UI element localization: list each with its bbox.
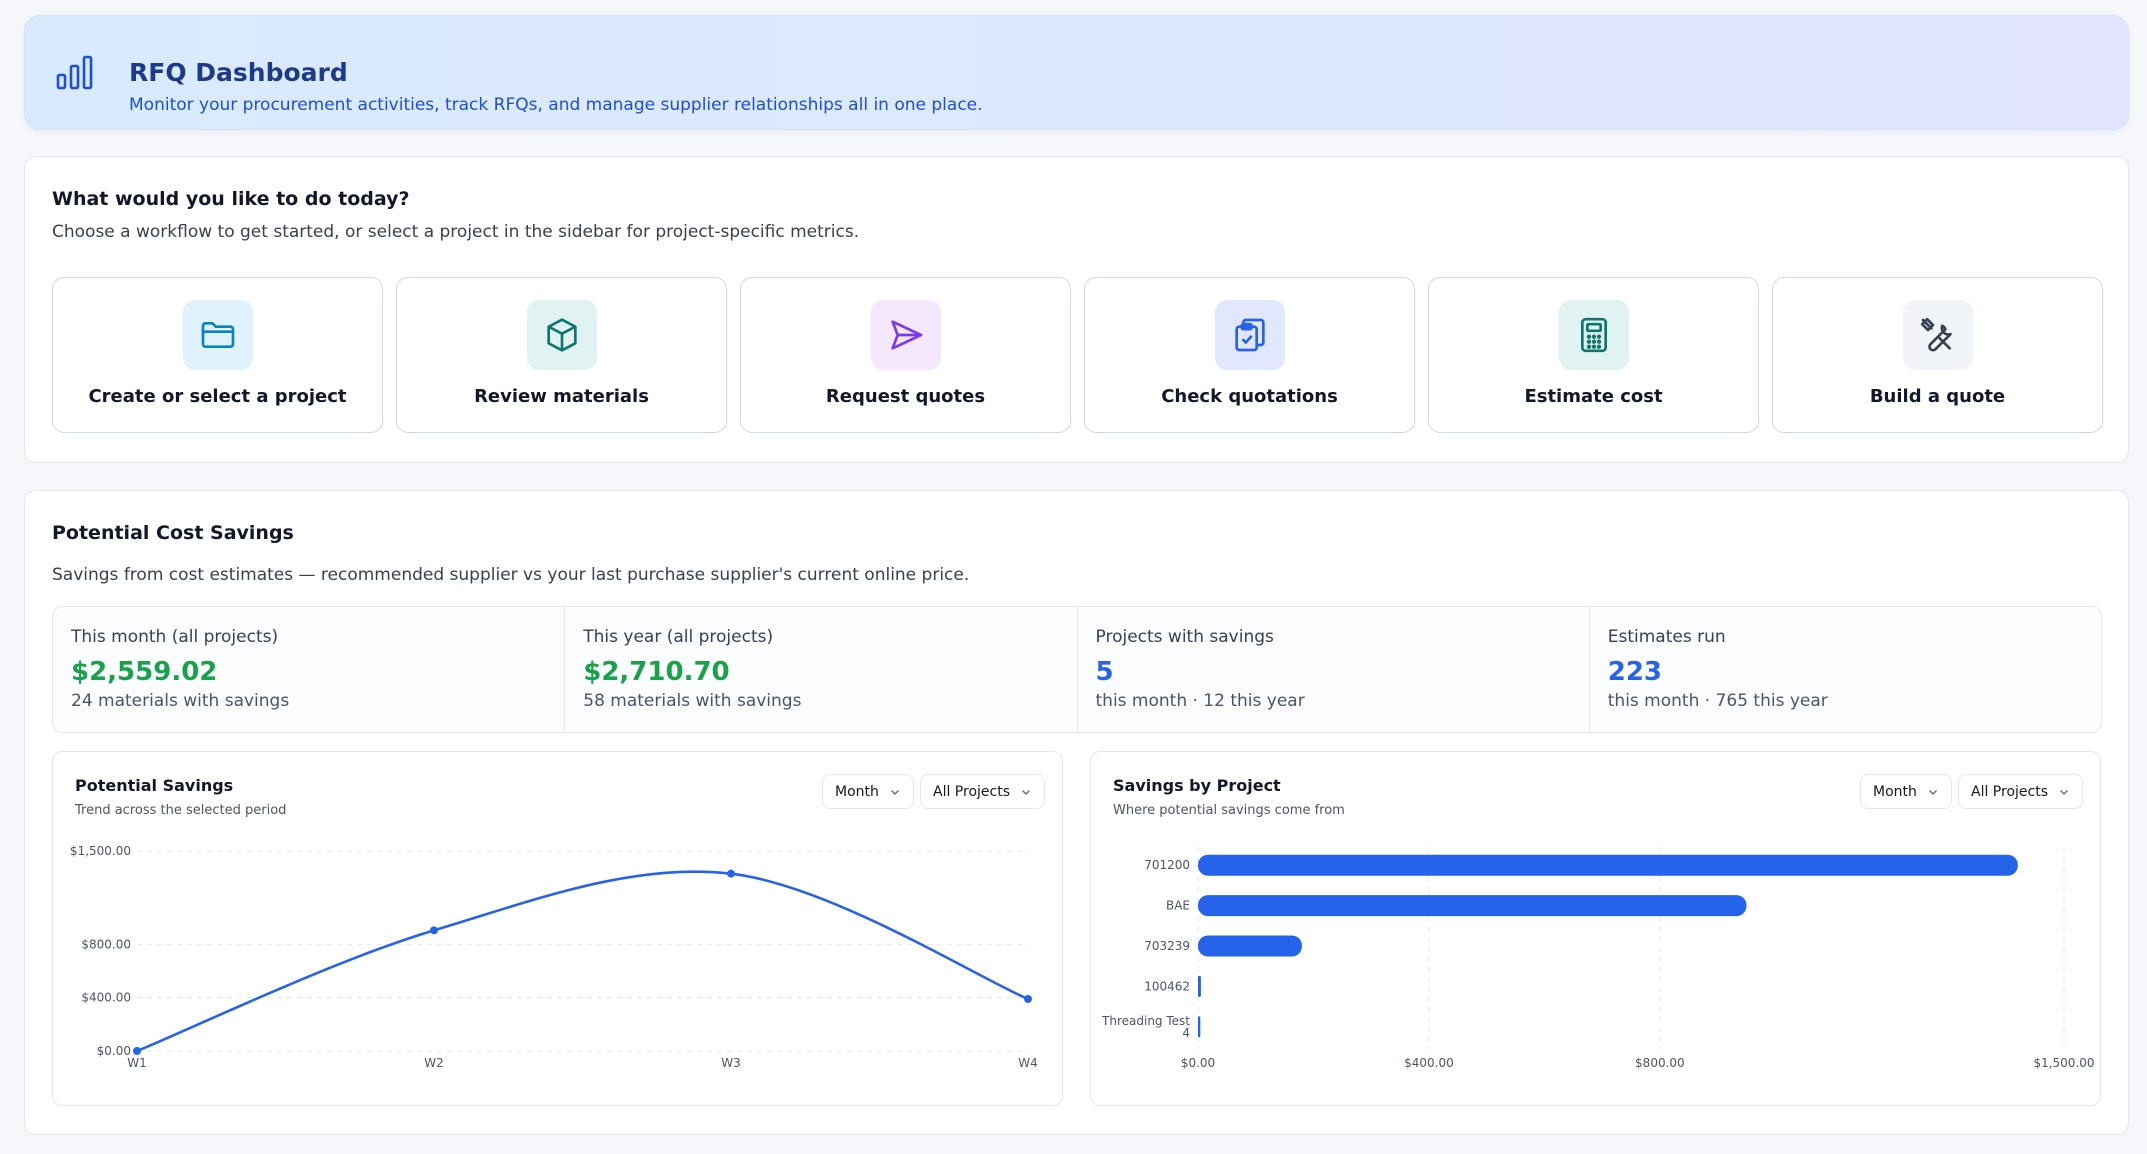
stat-estimates-run: Estimates run 223 this month · 765 this … [1590,607,2101,732]
card-icon-box [871,300,941,370]
period-select-value: Month [835,783,879,800]
stats-row: This month (all projects) $2,559.02 24 m… [52,606,2102,733]
page-subtitle: Monitor your procurement activities, tra… [129,95,983,115]
build-quote-card[interactable]: Build a quote [1772,277,2103,433]
y-tick-label: 4 [1182,1026,1190,1040]
card-label: Review materials [474,386,649,407]
potential-savings-chart-card: Potential Savings Trend across the selec… [52,751,1063,1106]
period-select[interactable]: Month [1860,774,1952,809]
stat-subtext: this month · 12 this year [1095,691,1305,711]
x-tick-label: $800.00 [1635,1056,1685,1070]
x-tick-label: W3 [721,1056,741,1070]
x-tick-label: W2 [424,1056,444,1070]
tools-icon [1920,317,1952,352]
x-tick-label: W1 [127,1056,147,1070]
card-label: Estimate cost [1524,386,1663,407]
dashboard-header: RFQ Dashboard Monitor your procurement a… [24,15,2129,130]
stat-value: 223 [1607,657,1663,687]
bar [1198,975,1201,997]
y-tick-label: $800.00 [81,937,131,951]
x-tick-label: $400.00 [1404,1056,1454,1070]
project-select-value: All Projects [933,783,1010,800]
bar [1198,1016,1201,1038]
chevron-down-icon [1928,789,1937,795]
send-icon [891,320,923,350]
workflow-heading: What would you like to do today? [52,188,410,210]
savings-description: Savings from cost estimates — recommende… [52,565,970,585]
savings-panel: Potential Cost Savings Savings from cost… [24,490,2129,1135]
card-label: Check quotations [1161,386,1338,407]
check-quotations-card[interactable]: Check quotations [1084,277,1415,433]
bar [1198,935,1302,957]
stat-subtext: this month · 765 this year [1607,691,1828,711]
data-point [430,926,438,935]
y-tick-label: 100462 [1144,979,1190,993]
card-icon-box [1903,300,1973,370]
x-tick-label: W4 [1018,1056,1038,1070]
stat-label: This year (all projects) [583,627,774,647]
calculator-icon [1581,317,1607,353]
estimate-cost-card[interactable]: Estimate cost [1428,277,1759,433]
chart-title: Potential Savings [75,776,234,795]
y-tick-label: Threading Test [1101,1014,1190,1028]
request-quotes-card[interactable]: Request quotes [740,277,1071,433]
project-select[interactable]: All Projects [920,774,1045,809]
line-chart: $0.00 $400.00 $800.00 $1,500.00 W1 W2 W3 W4 [70,844,1038,1070]
chevron-down-icon [1021,789,1031,795]
stat-value: $2,710.70 [583,657,730,687]
stat-subtext: 24 materials with savings [71,691,290,711]
card-icon-box [1559,300,1629,370]
bar [1198,895,1747,917]
card-icon-box [527,300,597,370]
bar [1198,854,2018,876]
workflow-description: Choose a workflow to get started, or sel… [52,222,860,242]
y-tick-label: BAE [1166,899,1190,913]
chart-title: Savings by Project [1113,776,1281,795]
savings-line [136,870,1029,1053]
stat-this-month: This month (all projects) $2,559.02 24 m… [53,607,566,732]
stat-value: 5 [1095,657,1114,687]
period-select[interactable]: Month [822,774,914,809]
card-label: Create or select a project [88,386,347,407]
card-label: Build a quote [1869,386,2006,407]
x-tick-label: $0.00 [1181,1056,1215,1070]
y-tick-label: 701200 [1144,858,1190,872]
workflow-panel: What would you like to do today? Choose … [24,156,2129,463]
period-select-value: Month [1873,783,1917,800]
chevron-down-icon [890,789,899,795]
chart-subtitle: Where potential savings come from [1113,803,1345,818]
chart-subtitle: Trend across the selected period [75,803,287,818]
savings-by-project-chart-card: Savings by Project Where potential savin… [1090,751,2101,1106]
page-title: RFQ Dashboard [129,58,348,87]
chevron-down-icon [2059,789,2069,795]
stat-label: Projects with savings [1095,627,1274,647]
savings-heading: Potential Cost Savings [52,522,294,544]
card-icon-box [1215,300,1285,370]
card-icon-box [183,300,253,370]
bar-chart: $0.00 $400.00 $800.00 $1,500.00 701200 BAE 703… [1101,847,2095,1070]
stat-label: This month (all projects) [71,627,279,647]
y-tick-label: $400.00 [81,991,131,1005]
project-select[interactable]: All Projects [1958,774,2083,809]
data-point [1024,995,1032,1003]
data-point [133,1047,141,1055]
stat-projects-with-savings: Projects with savings 5 this month · 12 … [1078,607,1590,732]
y-tick-label: $1,500.00 [70,844,131,858]
stat-label: Estimates run [1607,627,1726,647]
box-icon [547,318,577,352]
stat-this-year: This year (all projects) $2,710.70 58 ma… [565,607,1078,732]
stat-value: $2,559.02 [71,657,218,687]
clipboard-check-icon [1235,318,1265,352]
y-tick-label: $0.00 [97,1044,131,1058]
x-tick-label: $1,500.00 [2033,1056,2094,1070]
card-label: Request quotes [825,386,986,407]
project-select-value: All Projects [1971,783,2048,800]
review-materials-card[interactable]: Review materials [396,277,727,433]
y-tick-label: 703239 [1144,939,1190,953]
bar-chart-icon [56,55,93,90]
stat-subtext: 58 materials with savings [583,691,802,711]
create-project-card[interactable]: Create or select a project [52,277,383,433]
folder-icon [201,322,235,348]
data-point [727,869,735,878]
